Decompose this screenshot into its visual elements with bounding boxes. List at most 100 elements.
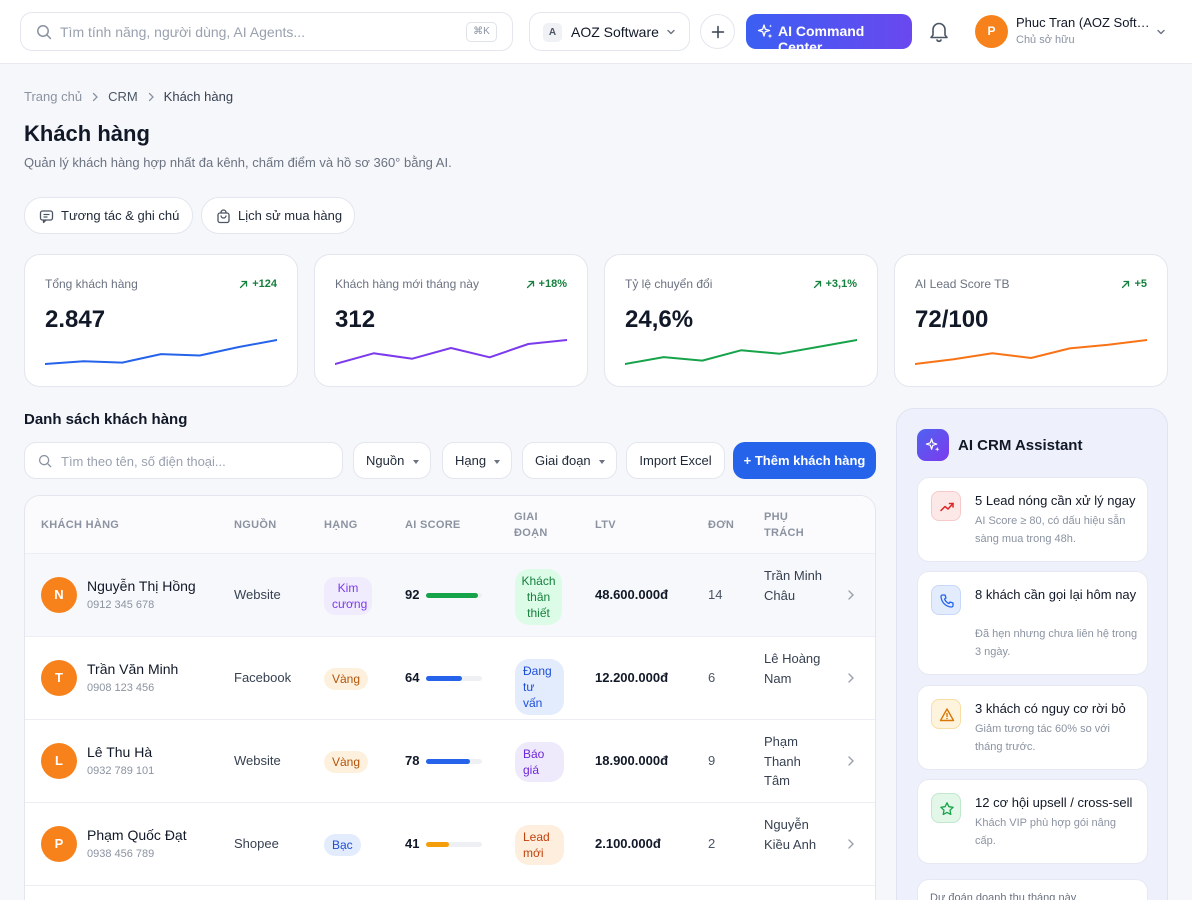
chevron-right-icon xyxy=(148,92,154,101)
chevron-down-icon xyxy=(667,29,675,35)
filter-tier[interactable]: Hạng xyxy=(442,442,512,479)
customer-name[interactable]: Trần Văn Minh xyxy=(87,661,179,677)
add-button[interactable] xyxy=(700,14,735,49)
import-excel-button[interactable]: Import Excel xyxy=(626,442,725,479)
org-switcher[interactable]: A AOZ Software xyxy=(529,12,690,51)
ai-score-fill xyxy=(426,842,449,847)
customer-phone: 0938 456 789 xyxy=(87,848,155,860)
ai-score-fill xyxy=(426,759,470,764)
owner-name: Trần Minh Châu xyxy=(764,568,823,603)
breadcrumb-crm[interactable]: CRM xyxy=(108,89,138,104)
shortcut-hint: ⌘K xyxy=(466,22,497,42)
user-avatar[interactable]: P xyxy=(975,15,1008,48)
filter-label: Nguồn xyxy=(366,453,405,468)
table-row[interactable]: P Phạm Quốc Đạt 0938 456 789 Shopee Bạc … xyxy=(25,803,875,886)
ai-score-value: 41 xyxy=(405,836,420,851)
user-role: Chủ sở hữu xyxy=(1016,34,1075,46)
ai-score-bar xyxy=(426,593,482,598)
column-header[interactable]: PHỤ TRÁCH xyxy=(764,511,804,539)
column-header[interactable]: KHÁCH HÀNG xyxy=(41,519,120,531)
owner-name: Nguyễn Kiều Anh xyxy=(764,817,817,852)
stat-delta: +124 xyxy=(239,278,277,290)
orders-count: 14 xyxy=(708,587,723,602)
insight-title: 5 Lead nóng cần xử lý ngay xyxy=(975,493,1136,508)
tier-badge: Bạc xyxy=(324,834,361,856)
message-icon xyxy=(39,210,54,224)
filter-stage[interactable]: Giai đoạn xyxy=(522,442,617,479)
stat-card-new-customers: Khách hàng mới tháng này +18% 312 xyxy=(314,254,588,387)
sparkline xyxy=(45,339,277,365)
caret-down-icon xyxy=(599,460,605,464)
ai-command-center-button[interactable]: AI Command Center xyxy=(746,14,912,55)
table-row[interactable]: T Trần Văn Minh 0908 123 456 Facebook Và… xyxy=(25,637,875,720)
ai-score-value: 78 xyxy=(405,753,420,768)
stat-value: 312 xyxy=(335,306,376,333)
column-header[interactable]: ĐƠN xyxy=(708,519,735,531)
table-header: KHÁCH HÀNG NGUỒN HẠNG AI SCORE GIAI ĐOẠN… xyxy=(25,496,875,554)
ai-button-label: AI Command Center xyxy=(778,23,865,55)
avatar: L xyxy=(41,743,77,779)
user-name[interactable]: Phuc Tran (AOZ Software) xyxy=(1016,15,1152,30)
breadcrumb: Trang chủ CRM Khách hàng xyxy=(24,89,233,104)
customer-search-placeholder: Tìm theo tên, số điện thoại... xyxy=(61,454,226,469)
filter-source[interactable]: Nguồn xyxy=(353,442,431,479)
column-header[interactable]: HẠNG xyxy=(324,519,358,531)
customer-name[interactable]: Phạm Quốc Đạt xyxy=(87,827,187,843)
bell-icon[interactable] xyxy=(928,19,950,43)
table-row[interactable]: L Lê Thu Hà 0932 789 101 Website Vàng 78… xyxy=(25,720,875,803)
search-icon xyxy=(38,454,52,468)
chevron-right-icon[interactable] xyxy=(847,672,855,684)
sparkline-path xyxy=(335,339,567,365)
ai-insight-upsell[interactable]: 12 cơ hội upsell / cross-sell Khách VIP … xyxy=(917,779,1148,864)
column-header[interactable]: LTV xyxy=(595,519,616,531)
star-icon xyxy=(931,793,961,823)
purchase-history-button[interactable]: Lịch sử mua hàng xyxy=(201,197,355,234)
ai-crm-assistant-panel: AI CRM Assistant 5 Lead nóng cần xử lý n… xyxy=(896,408,1168,900)
interactions-notes-button[interactable]: Tương tác & ghi chú xyxy=(24,197,193,234)
stat-delta-value: +124 xyxy=(252,278,277,290)
insight-title: 12 cơ hội upsell / cross-sell xyxy=(975,795,1133,810)
column-header[interactable]: NGUỒN xyxy=(234,519,277,531)
chevron-right-icon[interactable] xyxy=(847,589,855,601)
customer-name[interactable]: Lê Thu Hà xyxy=(87,744,153,760)
customer-search-input[interactable]: Tìm theo tên, số điện thoại... xyxy=(24,442,343,479)
stat-value: 2.847 xyxy=(45,306,106,333)
column-header[interactable]: GIAI ĐOẠN xyxy=(514,511,548,539)
caret-down-icon xyxy=(413,460,419,464)
stat-delta-value: +18% xyxy=(538,278,567,290)
stat-delta: +3,1% xyxy=(813,278,857,290)
chevron-down-icon[interactable] xyxy=(1155,26,1167,38)
chevron-right-icon[interactable] xyxy=(847,755,855,767)
sparkline-path xyxy=(915,339,1147,365)
ai-insight-callbacks[interactable]: 8 khách cần gọi lại hôm nay Đã hẹn nhưng… xyxy=(917,571,1148,675)
orders-count: 9 xyxy=(708,753,716,768)
search-icon xyxy=(37,25,52,40)
stat-delta: +5 xyxy=(1121,278,1147,290)
arrow-up-right-icon xyxy=(1122,280,1130,288)
ai-insight-hot-leads[interactable]: 5 Lead nóng cần xử lý ngay AI Score ≥ 80… xyxy=(917,477,1148,562)
ai-score-fill xyxy=(426,676,462,681)
revenue-forecast-card[interactable]: Dự đoán doanh thu tháng này xyxy=(917,879,1148,900)
org-badge: A xyxy=(543,23,562,42)
ai-insight-churn-risk[interactable]: 3 khách có nguy cơ rời bỏ Giảm tương tác… xyxy=(917,685,1148,770)
stage-badge: Khách thân thiết xyxy=(515,569,562,625)
sparkles-icon xyxy=(917,429,949,461)
add-customer-button[interactable]: + Thêm khách hàng xyxy=(733,442,876,479)
table-row[interactable]: N Nguyễn Thị Hồng 0912 345 678 Website K… xyxy=(25,554,875,637)
global-search-input[interactable]: Tìm tính năng, người dùng, AI Agents... … xyxy=(20,12,513,51)
page-title: Khách hàng xyxy=(24,121,150,146)
customer-name[interactable]: Nguyễn Thị Hồng xyxy=(87,578,196,594)
breadcrumb-home[interactable]: Trang chủ xyxy=(24,89,83,104)
ai-score-bar xyxy=(426,759,482,764)
tier-badge: Kim cương xyxy=(324,577,372,615)
customer-source: Website xyxy=(234,587,281,602)
column-header[interactable]: AI SCORE xyxy=(405,519,461,531)
ai-score-value: 64 xyxy=(405,670,420,685)
insight-desc: Giảm tương tác 60% so với tháng trước. xyxy=(975,723,1110,753)
ltv-value: 48.600.000đ xyxy=(595,587,669,602)
ltv-value: 18.900.000đ xyxy=(595,753,669,768)
assistant-title: AI CRM Assistant xyxy=(958,437,1083,454)
sparkline-path xyxy=(45,339,277,365)
chevron-right-icon[interactable] xyxy=(847,838,855,850)
orders-count: 2 xyxy=(708,836,716,851)
